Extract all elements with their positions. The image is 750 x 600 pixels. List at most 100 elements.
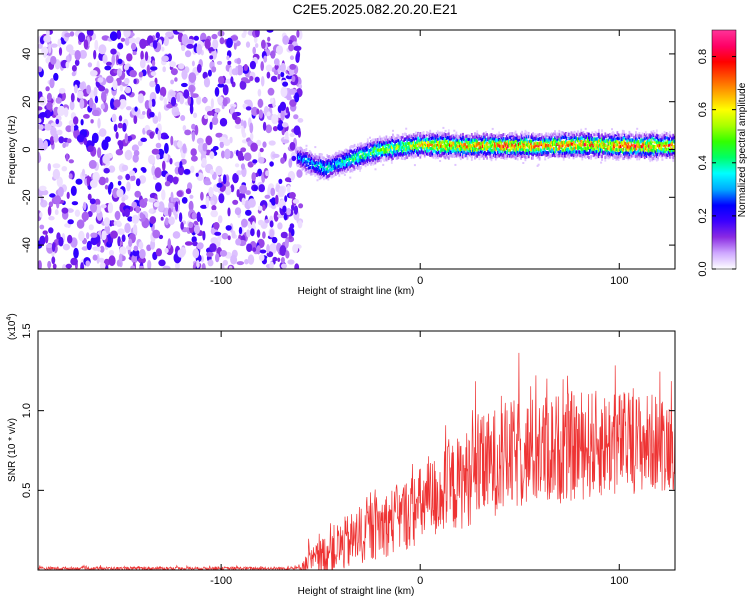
heatmap-cell: [297, 118, 304, 123]
heatmap-cell: [621, 129, 624, 133]
heatmap-cell: [502, 144, 505, 148]
heatmap-cell: [428, 141, 430, 145]
heatmap-cell: [475, 144, 477, 148]
heatmap-cell: [490, 138, 493, 142]
heatmap-cell: [498, 134, 500, 138]
heatmap-cell: [634, 139, 636, 143]
heatmap-cell: [474, 144, 476, 148]
heatmap-cell: [175, 261, 180, 269]
heatmap-cell: [148, 197, 156, 203]
heatmap-cell: [553, 132, 555, 136]
heatmap-cell: [49, 193, 56, 198]
heatmap-cell: [550, 145, 553, 149]
heatmap-cell: [435, 132, 438, 136]
heatmap-cell: [124, 77, 130, 85]
heatmap-cell: [449, 135, 451, 139]
heatmap-cell: [359, 168, 361, 172]
heatmap-cell: [669, 155, 671, 159]
heatmap-cell: [334, 166, 336, 170]
heatmap-cell: [502, 133, 505, 137]
heatmap-cell: [447, 142, 450, 147]
heatmap-cell: [581, 140, 584, 144]
heatmap-cell: [573, 153, 576, 157]
heatmap-cell: [449, 154, 451, 158]
heatmap-cell: [646, 152, 648, 156]
heatmap-cell: [492, 145, 495, 149]
heatmap-cell: [121, 196, 126, 202]
heatmap-cell: [329, 162, 332, 166]
heatmap-cell: [595, 155, 598, 159]
heatmap-cell: [545, 143, 548, 147]
heatmap-cell: [580, 128, 583, 132]
heatmap-cell: [507, 137, 509, 141]
heatmap-cell: [70, 92, 75, 103]
heatmap-cell: [359, 147, 361, 151]
heatmap-cell: [481, 146, 484, 151]
heatmap-cell: [215, 165, 223, 176]
heatmap-cell: [329, 167, 332, 171]
heatmap-cell: [336, 154, 338, 159]
heatmap-cell: [635, 147, 637, 151]
heatmap-cell: [646, 140, 648, 144]
heatmap-cell: [612, 156, 614, 160]
heatmap-cell: [320, 175, 323, 179]
heatmap-cell: [594, 156, 597, 160]
heatmap-cell: [535, 137, 538, 141]
heatmap-cell: [340, 171, 343, 175]
heatmap-cell: [371, 139, 373, 143]
heatmap-cell: [390, 138, 393, 142]
heatmap-cell: [567, 141, 569, 145]
heatmap-cell: [219, 37, 225, 45]
heatmap-cell: [288, 158, 293, 168]
heatmap-cell: [55, 97, 62, 104]
heatmap-cell: [550, 132, 553, 136]
heatmap-cell: [418, 145, 421, 149]
heatmap-cell: [670, 152, 672, 156]
heatmap-cell: [659, 134, 661, 138]
heatmap-cell: [630, 138, 633, 142]
heatmap-cell: [475, 142, 477, 146]
heatmap-cell: [357, 152, 359, 156]
heatmap-cell: [398, 144, 401, 148]
heatmap-cell: [481, 137, 484, 142]
heatmap-cell: [124, 208, 130, 218]
heatmap-cell: [592, 137, 595, 141]
heatmap-cell: [520, 132, 522, 136]
heatmap-cell: [459, 153, 462, 157]
heatmap-cell: [174, 111, 181, 116]
heatmap-cell: [560, 131, 563, 135]
heatmap-cell: [132, 51, 137, 56]
heatmap-cell: [188, 200, 194, 212]
heatmap-cell: [672, 148, 675, 152]
heatmap-cell: [441, 134, 444, 138]
heatmap-cell: [563, 135, 566, 140]
heatmap-cell: [568, 140, 571, 144]
heatmap-cell: [666, 147, 669, 151]
heatmap-cell: [53, 72, 59, 81]
heatmap-cell: [133, 150, 140, 157]
heatmap-cell: [595, 137, 598, 141]
heatmap-cell: [443, 151, 446, 155]
heatmap-cell: [644, 154, 647, 158]
heatmap-cell: [516, 147, 519, 151]
heatmap-cell: [499, 144, 502, 148]
heatmap-cell: [459, 156, 462, 161]
heatmap-cell: [61, 207, 69, 214]
heatmap-cell: [93, 49, 97, 60]
heatmap-cell: [108, 255, 116, 267]
heatmap-cell: [257, 219, 264, 226]
heatmap-cell: [467, 144, 470, 148]
heatmap-cell: [124, 222, 131, 234]
heatmap-cell: [340, 164, 343, 168]
heatmap-cell: [519, 144, 521, 149]
heatmap-cell: [105, 61, 112, 66]
heatmap-cell: [532, 151, 534, 155]
heatmap-cell: [522, 162, 525, 164]
heatmap-cell: [567, 143, 569, 147]
heatmap-cell: [485, 137, 487, 141]
heatmap-cell: [374, 138, 377, 142]
heatmap-cell: [115, 149, 124, 156]
heatmap-cell: [442, 139, 445, 143]
heatmap-cell: [521, 134, 523, 138]
heatmap-cell: [565, 132, 567, 136]
